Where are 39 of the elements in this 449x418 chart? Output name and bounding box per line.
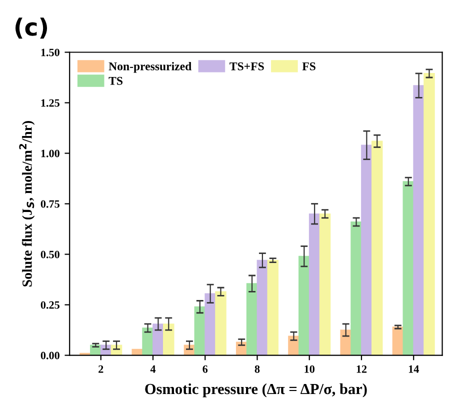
bar — [246, 283, 258, 356]
bar — [298, 256, 310, 356]
x-axis-title: Osmotic pressure (Δπ = ΔP/σ, bar) — [145, 383, 367, 398]
x-tick-label: 8 — [254, 365, 260, 373]
y-tick-label: 1.25 — [41, 99, 60, 107]
bar — [319, 213, 331, 356]
legend-label: Non-pressurized — [108, 62, 192, 73]
x-tick-label: 14 — [408, 365, 419, 373]
y-axis-title: Solute flux (J$_{S}$, mole/m$^{2}$/hr) — [19, 121, 35, 286]
bar — [267, 260, 278, 356]
bar — [350, 222, 362, 356]
chart-title: (c) — [16, 18, 48, 39]
x-tick-label: 12 — [356, 365, 367, 373]
x-tick-label: 2 — [98, 365, 104, 373]
x-tick-label: 6 — [202, 365, 208, 373]
bar — [413, 85, 424, 356]
y-tick-label: 1.00 — [41, 150, 60, 158]
bar — [142, 328, 154, 356]
y-tick-label: 1.50 — [41, 48, 60, 56]
bar — [424, 73, 435, 356]
bar — [371, 140, 383, 356]
bar — [204, 293, 216, 356]
y-tick-label: 0.25 — [40, 301, 60, 309]
x-tick-label: 10 — [304, 365, 314, 373]
legend-label: TS — [108, 76, 122, 85]
bar — [256, 260, 268, 356]
y-tick-label: 0.00 — [40, 352, 60, 360]
bar — [361, 144, 372, 356]
bar — [162, 324, 174, 356]
bar — [392, 326, 404, 356]
bar — [215, 291, 226, 356]
legend-label: TS+FS — [230, 62, 264, 70]
legend-label: FS — [302, 62, 316, 70]
bar — [402, 181, 414, 356]
bar — [152, 324, 164, 356]
y-tick-label: 0.50 — [40, 250, 60, 258]
y-tick-label: 0.75 — [40, 200, 60, 208]
x-tick-label: 4 — [150, 365, 156, 373]
bar — [308, 213, 320, 356]
